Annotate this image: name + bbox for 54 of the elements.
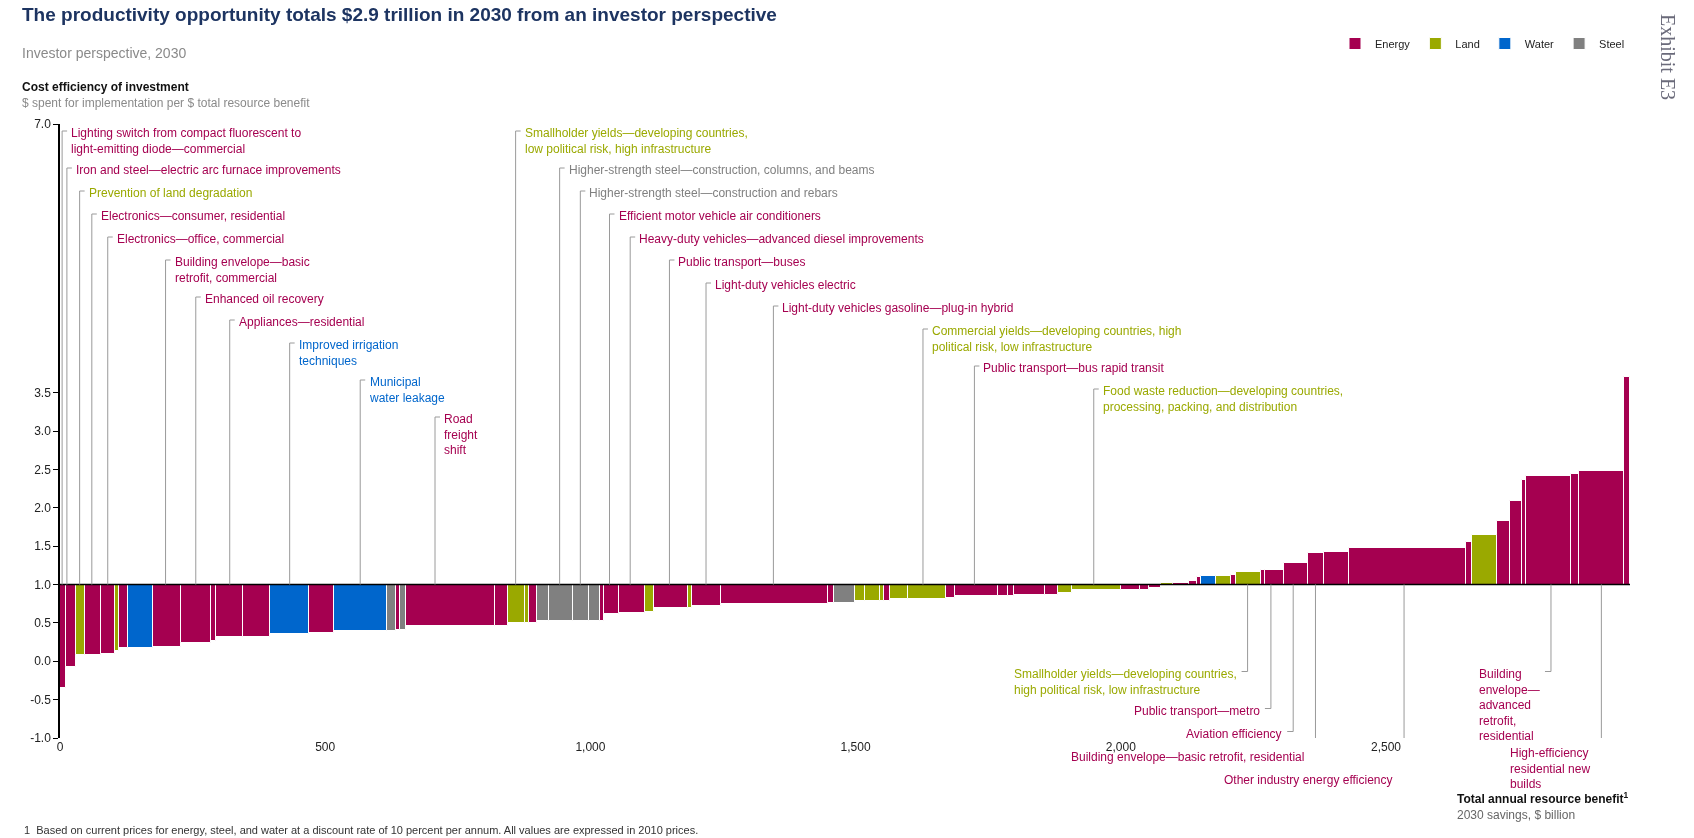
annotation: Public transport—buses	[678, 255, 806, 269]
annotation: High-efficiency residential new builds	[1510, 746, 1591, 792]
text: 1 Based on current prices for energy, steel, and water at a discount rate of 10 percent per annum. All values are expressed in 2010 prices.	[24, 824, 699, 836]
y-tick-label: 3.0	[34, 424, 52, 439]
legend-label: Energy	[1375, 37, 1411, 50]
legend-label: Land	[1455, 37, 1480, 50]
annotation: Municipal water leakage	[369, 375, 446, 405]
y-tick-label: 3.5	[34, 385, 52, 400]
annotation: Improved irrigation techniques	[299, 338, 399, 368]
annotation: Electronics—consumer, residential	[101, 209, 286, 223]
annotation: Food waste reduction—developing countries, processing, packing, and distribution	[1103, 384, 1344, 414]
annotation: Public transport—metro	[1134, 704, 1261, 718]
x-tick-label: 2,500	[1370, 740, 1402, 754]
y-tick-label: -0.5	[30, 692, 52, 707]
annotation: Light-duty vehicles gasoline—plug-in hybrid	[782, 301, 1014, 315]
x-tick-label: 0	[56, 740, 64, 754]
annotation: Smallholder yields—developing countries, high political risk, low infrastructure	[1014, 667, 1237, 697]
annotation: Heavy-duty vehicles—advanced diesel improvements	[639, 232, 924, 246]
y-tick-label: 1.5	[34, 539, 52, 554]
text: Exhibit E3	[1657, 14, 1679, 101]
y-tick-label: 2.0	[34, 500, 52, 515]
annotation: Electronics—office, commercial	[117, 232, 285, 246]
annotation: Road freight shift	[444, 412, 479, 458]
legend-label: Steel	[1599, 37, 1625, 50]
y-tick-label: 0.5	[34, 616, 52, 631]
annotation: Higher-strength steel—construction, columns, and beams	[569, 163, 875, 177]
text: Total annual resource benefit$^{1}$ 2030 savings, $ billion	[1457, 790, 1629, 822]
annotation: Appliances—residential	[239, 315, 365, 329]
x-tick-label: 1,000	[575, 740, 606, 754]
y-tick-label: 0.0	[34, 654, 52, 669]
y-tick-label: 2.5	[34, 462, 52, 477]
annotation: Light-duty vehicles electric	[715, 278, 856, 292]
y-tick-label: 1.0	[34, 577, 52, 592]
annotation: Enhanced oil recovery	[205, 292, 324, 306]
annotation: Lighting switch from compact fluorescent to light-emitting diode—commercial	[71, 126, 302, 156]
annotation: Smallholder yields—developing countries, low political risk, high infrastructure	[525, 126, 748, 156]
y-tick-label: -1.0	[30, 731, 52, 746]
annotation: Building envelope— advanced retrofit, residential	[1479, 667, 1540, 744]
x-tick-label: 1,500	[840, 740, 871, 754]
annotation: Iron and steel—electric arc furnace improvements	[76, 163, 341, 177]
annotation: Other industry energy efficiency	[1224, 773, 1393, 787]
x-tick-label: 500	[315, 740, 336, 754]
chart-subtitle: Investor perspective, 2030	[22, 44, 187, 61]
chart-title: The productivity opportunity totals $2.9 trillion in 2030 from an investor perspective	[22, 4, 777, 26]
annotation: Efficient motor vehicle air conditioners	[619, 209, 821, 223]
annotation: Prevention of land degradation	[89, 186, 253, 200]
annotation: Building envelope—basic retrofit, commercial	[175, 255, 310, 285]
annotation: Commercial yields—developing countries, high political risk, low infrastructure	[932, 324, 1182, 354]
legend-label: Water	[1524, 37, 1555, 50]
y-axis-title: Cost efficiency of investment $ spent for implementation per $ total resource benefit	[22, 80, 311, 110]
annotation: Public transport—bus rapid transit	[983, 361, 1165, 375]
y-tick-label: 7.0	[34, 117, 52, 132]
annotation: Higher-strength steel—construction and rebars	[589, 186, 838, 200]
annotation: Aviation efficiency	[1186, 727, 1282, 741]
